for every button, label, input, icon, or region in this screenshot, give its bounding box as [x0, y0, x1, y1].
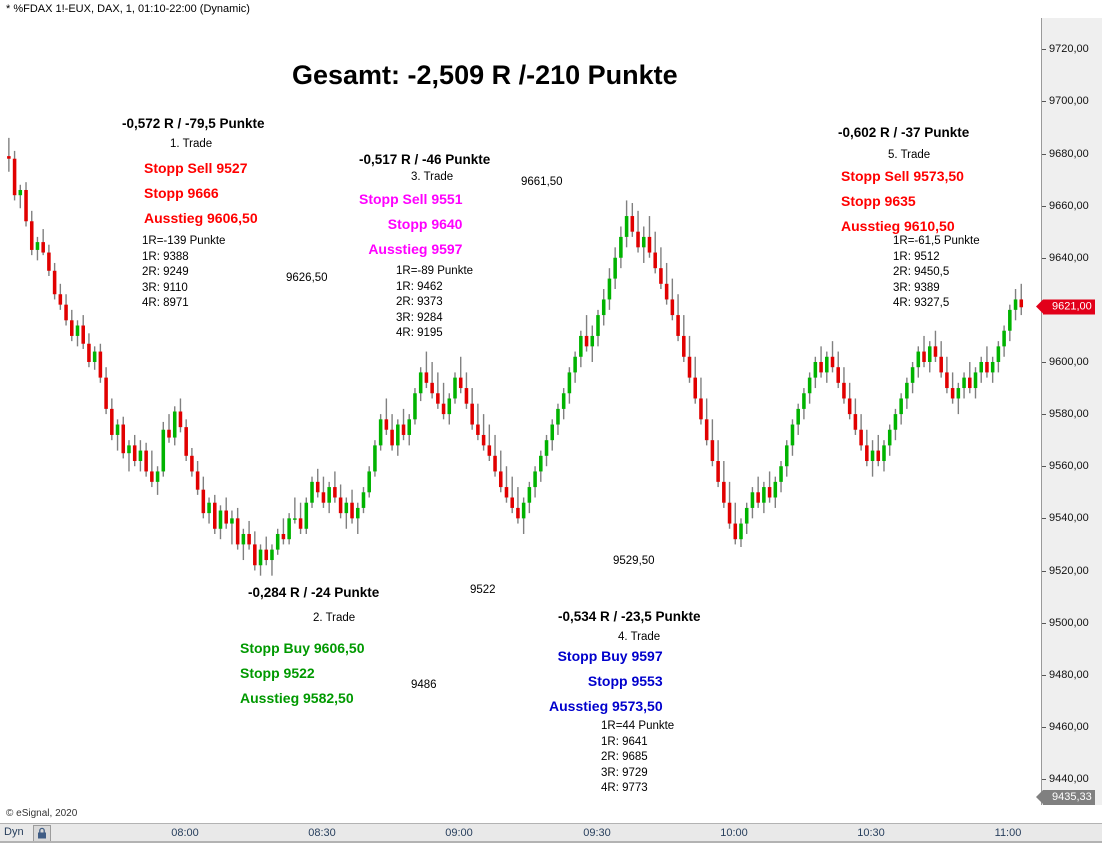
price-axis-tick: 9700,00 — [1042, 95, 1089, 107]
trade-order-block: Stopp Sell 9527 Stopp 9666 Ausstieg 9606,5… — [144, 160, 258, 235]
price-axis-tick: 9500,00 — [1042, 617, 1089, 629]
time-axis-tick: 10:30 — [857, 827, 885, 839]
trade-r-level-line: 1R=44 Punkte — [601, 720, 675, 732]
price-axis-tick: 9480,00 — [1042, 669, 1089, 681]
trade-order-line: Ausstieg 9573,50 — [549, 698, 663, 714]
time-axis-tick: 11:00 — [994, 827, 1022, 839]
price-extreme-label: 9626,50 — [286, 272, 328, 284]
price-axis-tick: 9720,00 — [1042, 43, 1089, 55]
trade-r-level-line: 3R: 9110 — [142, 281, 188, 294]
candlestick-series — [7, 137, 1024, 576]
price-axis-tick: 9580,00 — [1042, 408, 1089, 420]
trade-order-line: Ausstieg 9597 — [368, 241, 463, 257]
price-axis-tick: 9440,00 — [1042, 773, 1089, 785]
trade-r-level-line: 1R=-89 Punkte — [396, 265, 474, 277]
trade-r-level-line: 2R: 9450,5 — [893, 266, 950, 278]
trade-result-headline: -0,572 R / -79,5 Punkte — [122, 116, 265, 131]
trade-r-level-line: 2R: 9685 — [601, 751, 648, 763]
dyn-label: Dyn — [4, 826, 24, 838]
price-extreme-label: 9661,50 — [521, 176, 563, 188]
trade-r-level-line: 3R: 9284 — [396, 311, 443, 324]
trade-r-level-line: 4R: 9327,5 — [893, 297, 950, 309]
price-axis-tick: 9660,00 — [1042, 200, 1089, 212]
trade-r-level-line: 1R: 9512 — [893, 250, 940, 263]
trade-r-level-line: 1R: 9641 — [601, 735, 648, 748]
trade-r-level-line: 1R: 9462 — [396, 280, 443, 293]
lock-icon[interactable] — [33, 825, 51, 842]
trade-r-level-line: 2R: 9373 — [396, 296, 443, 308]
trade-r-level-line: 3R: 9389 — [893, 281, 940, 294]
trade-r-level-line: 1R=-139 Punkte — [142, 235, 226, 247]
time-axis-tick: 10:00 — [720, 827, 748, 839]
price-axis-tick: 9600,00 — [1042, 356, 1089, 368]
trade-r-levels: 1R=-139 Punkte 1R: 9388 2R: 9249 3R: 9110 4R… — [142, 234, 225, 312]
time-axis-separator — [0, 841, 1102, 843]
trade-result-headline: -0,284 R / -24 Punkte — [248, 585, 380, 600]
chart-title: Gesamt: -2,509 R /-210 Punkte — [292, 60, 678, 90]
trade-number-label: 5. Trade — [888, 149, 931, 161]
time-axis-tick: 09:30 — [583, 827, 611, 839]
time-axis[interactable]: Dyn 08:0008:3009:0009:3010:0010:3011:001… — [0, 823, 1102, 843]
trade-result-headline: -0,602 R / -37 Punkte — [838, 125, 970, 140]
trade-r-level-line: 4R: 9195 — [396, 327, 443, 339]
trade-order-block: Stopp Buy 9606,50 Stopp 9522 Ausstieg 9582… — [240, 640, 365, 715]
axis-bottom-price-tag: 9435,33 — [1036, 790, 1095, 805]
trade-order-line: Stopp 9553 — [587, 673, 663, 689]
trade-r-levels: 1R=-61,5 Punkte 1R: 9512 2R: 9450,5 3R: 938… — [893, 234, 980, 312]
trade-order-line: Stopp 9522 — [240, 665, 315, 681]
trade-r-level-line: 4R: 9773 — [601, 782, 648, 794]
trade-r-level-line: 3R: 9729 — [601, 766, 648, 779]
trade-r-levels: 1R=44 Punkte 1R: 9641 2R: 9685 3R: 9729 4R: … — [601, 719, 674, 797]
trade-r-level-line: 1R: 9388 — [142, 250, 189, 263]
price-axis[interactable]: 9720,009700,009680,009660,009640,009620,… — [1036, 18, 1102, 805]
chart-header-label: * %FDAX 1!-EUX, DAX, 1, 01:10-22:00 (Dyn… — [6, 3, 250, 15]
trade-number-label: 1. Trade — [170, 138, 213, 150]
trade-r-level-line: 4R: 8971 — [142, 297, 189, 309]
trade-order-line: Stopp Sell 9527 — [144, 160, 248, 176]
trade-order-line: Stopp 9640 — [387, 216, 463, 232]
chart-plot-area[interactable] — [0, 18, 1041, 805]
price-axis-tick: 9560,00 — [1042, 460, 1089, 472]
time-axis-tick: 08:30 — [308, 827, 336, 839]
trade-order-line: Ausstieg 9610,50 — [841, 218, 955, 234]
trade-number-label: 3. Trade — [411, 171, 454, 183]
trade-order-block: Stopp Buy 9597 Stopp 9553 Ausstieg 9573,50 — [549, 648, 663, 723]
trade-order-line: Stopp Buy 9597 — [557, 648, 663, 664]
trade-r-level-line: 2R: 9249 — [142, 266, 189, 278]
copyright-label: © eSignal, 2020 — [6, 808, 78, 819]
trade-order-line: Stopp Sell 9573,50 — [841, 168, 964, 184]
trade-result-headline: -0,534 R / -23,5 Punkte — [558, 609, 701, 624]
last-price-tag: 9621,00 — [1036, 299, 1095, 315]
trade-number-label: 2. Trade — [313, 612, 356, 624]
price-axis-tick: 9460,00 — [1042, 721, 1089, 733]
trade-order-block: Stopp Sell 9551 Stopp 9640 Ausstieg 9597 — [359, 191, 462, 266]
price-axis-tick: 9680,00 — [1042, 148, 1089, 160]
trade-number-label: 4. Trade — [618, 631, 661, 643]
trade-order-line: Ausstieg 9606,50 — [144, 210, 258, 226]
price-axis-tick: 9520,00 — [1042, 565, 1089, 577]
trade-order-line: Stopp Buy 9606,50 — [240, 640, 365, 656]
trade-r-levels: 1R=-89 Punkte 1R: 9462 2R: 9373 3R: 9284 4R:… — [396, 264, 473, 342]
lock-glyph — [38, 827, 46, 839]
time-axis-tick: 08:00 — [171, 827, 199, 839]
price-extreme-label: 9522 — [470, 584, 496, 596]
trade-order-line: Stopp 9635 — [841, 193, 916, 209]
trade-order-line: Stopp 9666 — [144, 185, 219, 201]
trade-order-line: Ausstieg 9582,50 — [240, 690, 354, 706]
price-extreme-label: 9529,50 — [613, 555, 655, 567]
trade-order-block: Stopp Sell 9573,50 Stopp 9635 Ausstieg 961… — [841, 168, 964, 243]
price-axis-tick: 9640,00 — [1042, 252, 1089, 264]
trade-r-level-line: 1R=-61,5 Punkte — [893, 235, 980, 247]
time-axis-tick: 09:00 — [445, 827, 473, 839]
trade-result-headline: -0,517 R / -46 Punkte — [359, 152, 491, 167]
price-extreme-label: 9486 — [411, 679, 437, 691]
price-axis-tick: 9540,00 — [1042, 512, 1089, 524]
trade-order-line: Stopp Sell 9551 — [359, 191, 463, 207]
